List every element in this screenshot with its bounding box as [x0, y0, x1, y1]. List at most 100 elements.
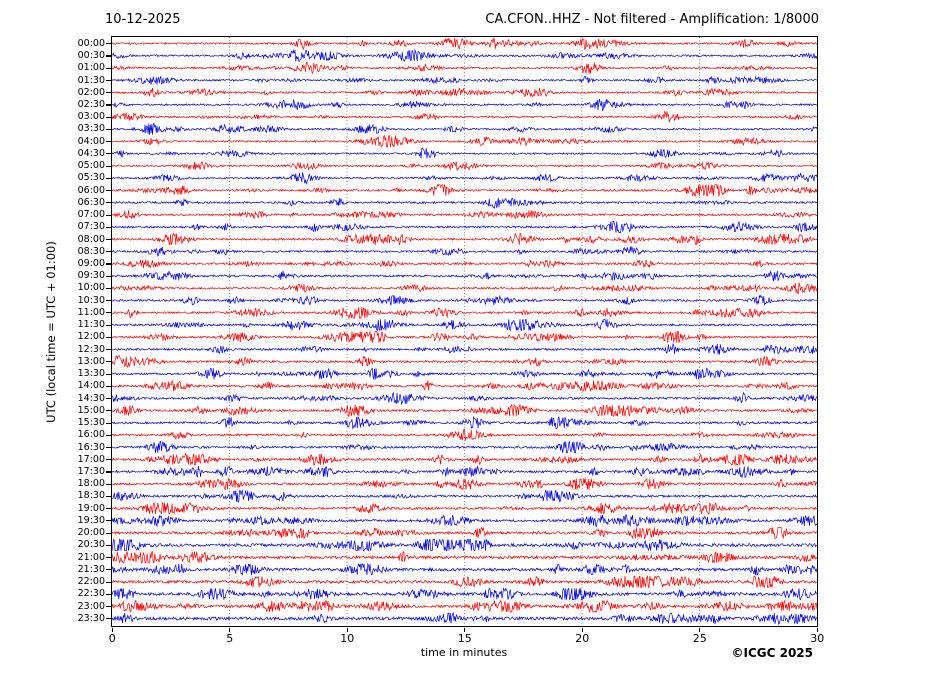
trace-23:00: [112, 599, 817, 614]
trace-09:00: [112, 259, 817, 269]
trace-17:00: [112, 453, 817, 467]
y-tick-23:30: [106, 618, 111, 620]
y-tick-label-12:00: 12:00: [77, 331, 105, 343]
y-tick-label-23:00: 23:00: [77, 600, 105, 612]
y-tick-13:00: [106, 361, 111, 363]
trace-05:30: [112, 172, 817, 185]
y-tick-label-05:30: 05:30: [77, 172, 105, 184]
y-tick-11:30: [106, 324, 111, 326]
y-tick-17:30: [106, 471, 111, 473]
y-tick-label-13:00: 13:00: [77, 355, 105, 367]
y-tick-20:00: [106, 532, 111, 534]
y-tick-20:30: [106, 544, 111, 546]
y-tick-23:00: [106, 606, 111, 608]
y-tick-06:00: [106, 190, 111, 192]
trace-10:00: [112, 282, 817, 295]
y-tick-01:00: [106, 67, 111, 69]
y-tick-04:30: [106, 153, 111, 155]
y-tick-label-21:30: 21:30: [77, 563, 105, 575]
trace-02:00: [112, 87, 817, 98]
y-tick-label-06:00: 06:00: [77, 184, 105, 196]
y-tick-13:30: [106, 373, 111, 375]
y-tick-label-01:00: 01:00: [77, 62, 105, 74]
y-tick-18:00: [106, 483, 111, 485]
trace-09:30: [112, 270, 817, 282]
trace-00:30: [112, 48, 817, 62]
y-tick-label-14:30: 14:30: [77, 392, 105, 404]
y-tick-label-10:00: 10:00: [77, 282, 105, 294]
trace-01:30: [112, 75, 817, 85]
trace-21:30: [112, 562, 817, 576]
trace-06:00: [112, 183, 817, 198]
y-tick-label-08:30: 08:30: [77, 245, 105, 257]
y-tick-label-16:30: 16:30: [77, 441, 105, 453]
y-tick-12:30: [106, 349, 111, 351]
y-tick-09:30: [106, 275, 111, 277]
trace-22:00: [112, 575, 817, 589]
y-tick-label-17:00: 17:00: [77, 453, 105, 465]
traces-svg: [112, 37, 817, 626]
y-tick-label-22:00: 22:00: [77, 576, 105, 588]
y-tick-19:00: [106, 508, 111, 510]
x-tick-20: [581, 627, 583, 632]
x-tick-30: [816, 627, 818, 632]
x-tick-0: [111, 627, 113, 632]
trace-06:30: [112, 197, 817, 210]
y-tick-14:30: [106, 398, 111, 400]
trace-20:00: [112, 526, 817, 540]
y-tick-label-02:00: 02:00: [77, 86, 105, 98]
trace-12:00: [112, 331, 817, 344]
trace-17:30: [112, 465, 817, 479]
y-tick-label-03:00: 03:00: [77, 111, 105, 123]
y-tick-15:00: [106, 410, 111, 412]
y-tick-label-00:30: 00:30: [77, 50, 105, 62]
trace-13:00: [112, 355, 817, 368]
y-tick-06:30: [106, 202, 111, 204]
trace-13:30: [112, 367, 817, 380]
y-tick-02:00: [106, 92, 111, 94]
trace-08:00: [112, 232, 817, 246]
y-tick-label-23:30: 23:30: [77, 612, 105, 624]
y-tick-05:00: [106, 165, 111, 167]
x-tick-label-20: 20: [575, 631, 590, 645]
y-tick-label-09:30: 09:30: [77, 270, 105, 282]
y-tick-label-04:00: 04:00: [77, 135, 105, 147]
x-tick-10: [346, 627, 348, 632]
y-tick-16:00: [106, 434, 111, 436]
trace-05:00: [112, 161, 817, 171]
trace-07:30: [112, 221, 817, 233]
x-axis-title: time in minutes: [420, 646, 508, 659]
trace-00:00: [112, 37, 817, 51]
y-tick-19:30: [106, 520, 111, 522]
y-tick-label-19:30: 19:30: [77, 514, 105, 526]
trace-12:30: [112, 343, 817, 355]
y-tick-label-04:30: 04:30: [77, 147, 105, 159]
y-tick-label-17:30: 17:30: [77, 465, 105, 477]
trace-19:00: [112, 501, 817, 515]
y-tick-label-11:30: 11:30: [77, 319, 105, 331]
y-tick-21:00: [106, 557, 111, 559]
y-tick-label-13:30: 13:30: [77, 368, 105, 380]
trace-20:30: [112, 538, 817, 552]
y-tick-07:30: [106, 226, 111, 228]
y-tick-label-03:30: 03:30: [77, 123, 105, 135]
y-tick-21:30: [106, 569, 111, 571]
y-tick-15:30: [106, 422, 111, 424]
y-tick-label-20:00: 20:00: [77, 527, 105, 539]
y-tick-14:00: [106, 385, 111, 387]
trace-07:00: [112, 210, 817, 220]
y-tick-00:00: [106, 43, 111, 45]
trace-08:30: [112, 246, 817, 257]
y-tick-11:00: [106, 312, 111, 314]
y-tick-label-19:00: 19:00: [77, 502, 105, 514]
trace-18:00: [112, 477, 817, 491]
y-tick-18:30: [106, 495, 111, 497]
y-tick-03:30: [106, 128, 111, 130]
y-tick-label-07:00: 07:00: [77, 209, 105, 221]
station-title: CA.CFON..HHZ - Not filtered - Amplificat…: [485, 12, 819, 27]
y-tick-03:00: [106, 116, 111, 118]
x-tick-label-25: 25: [692, 631, 707, 645]
y-tick-09:00: [106, 263, 111, 265]
y-tick-22:00: [106, 581, 111, 583]
